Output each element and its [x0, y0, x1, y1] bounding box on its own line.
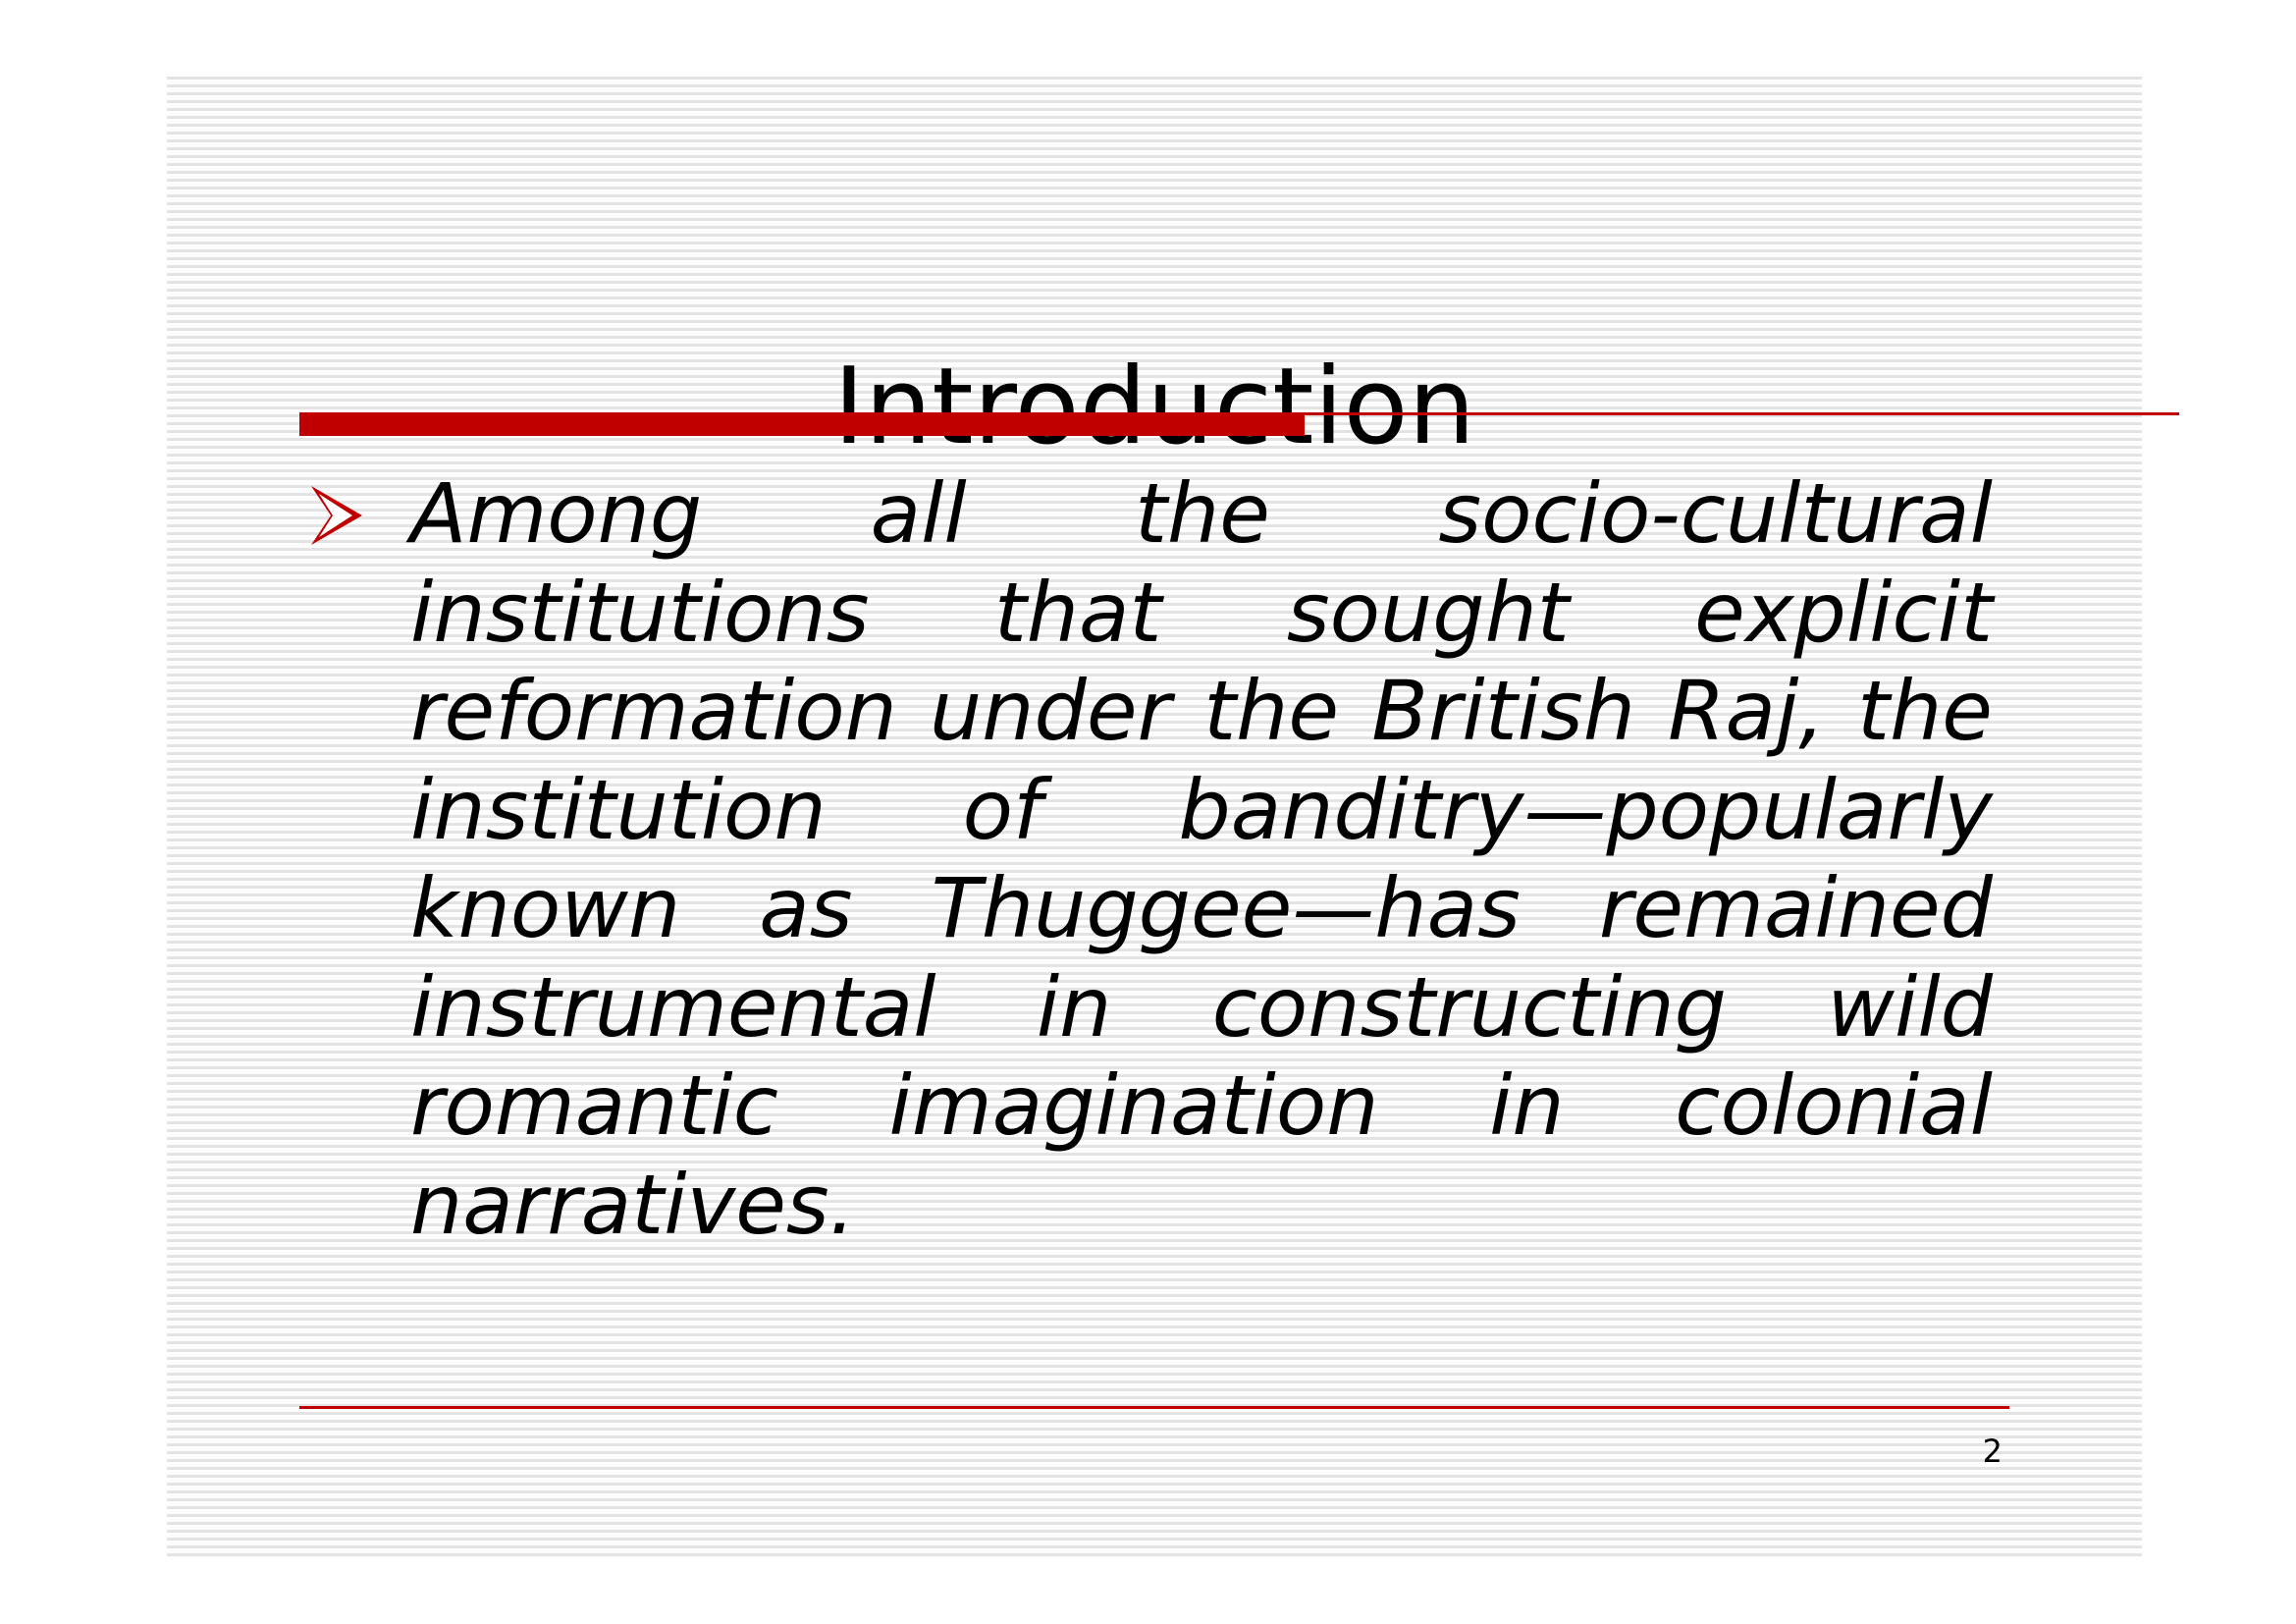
- bullet-text: Among all the socio-cultural institution…: [410, 465, 1993, 1253]
- title-underline-thin: [1305, 412, 2179, 415]
- title-underline-thick: [299, 412, 1305, 436]
- slide-title: Introduction: [832, 346, 1475, 468]
- arrowhead-bullet-icon: [309, 484, 364, 547]
- slide: Introduction Among all the socio-cultura…: [167, 77, 2179, 1559]
- page-number: 2: [1982, 1433, 2002, 1470]
- footer-rule: [299, 1406, 2009, 1409]
